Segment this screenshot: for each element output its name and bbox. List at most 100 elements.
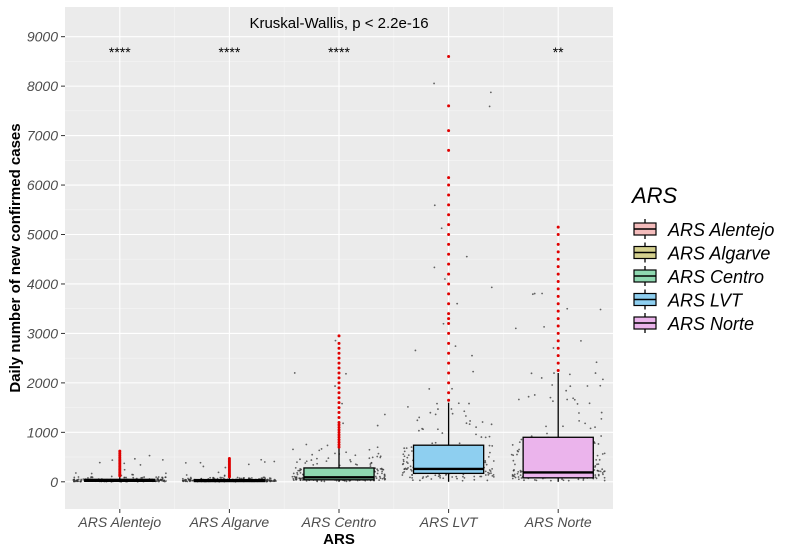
jitter-point: [513, 475, 516, 478]
jitter-point: [184, 461, 187, 464]
jitter-point: [221, 476, 223, 479]
outlier-point: [556, 302, 560, 306]
jitter-point: [292, 448, 294, 451]
x-axis-title: ARS: [323, 531, 355, 548]
jitter-point: [296, 471, 299, 474]
jitter-point: [342, 422, 344, 425]
jitter-point: [552, 347, 555, 349]
jitter-point: [224, 466, 227, 469]
jitter-point: [354, 454, 357, 457]
jitter-point: [517, 476, 520, 478]
jitter-point: [295, 478, 298, 481]
jitter-point: [411, 450, 413, 452]
jitter-point: [181, 479, 184, 482]
jitter-point: [297, 469, 300, 472]
jitter-point: [490, 472, 492, 475]
outlier-point: [337, 445, 341, 449]
jitter-point: [442, 477, 445, 480]
jitter-point: [74, 480, 77, 483]
jitter-point: [123, 468, 126, 471]
jitter-point: [316, 457, 318, 460]
jitter-point: [299, 471, 302, 474]
jitter-point: [74, 472, 77, 474]
jitter-point: [488, 444, 491, 447]
jitter-point: [473, 478, 476, 481]
jitter-point: [383, 473, 386, 476]
y-tick-label: 0: [50, 474, 58, 490]
jitter-point: [334, 452, 336, 455]
jitter-point: [123, 476, 126, 479]
jitter-point: [132, 476, 135, 479]
jitter-point: [472, 370, 475, 373]
outlier-point: [337, 416, 341, 420]
jitter-point: [491, 474, 494, 477]
jitter-point: [549, 396, 552, 399]
jitter-point: [484, 460, 487, 462]
jitter-point: [434, 441, 437, 444]
jitter-point: [514, 476, 517, 479]
jitter-point: [310, 459, 313, 461]
jitter-point: [595, 477, 598, 480]
outlier-point: [556, 361, 560, 365]
jitter-point: [125, 476, 128, 479]
jitter-point: [487, 471, 489, 474]
jitter-point: [456, 302, 459, 305]
jitter-point: [90, 476, 92, 479]
jitter-point: [516, 453, 518, 456]
jitter-point: [562, 479, 565, 482]
jitter-point: [594, 474, 597, 476]
jitter-point: [410, 468, 412, 471]
jitter-point: [517, 470, 520, 473]
jitter-point: [433, 204, 436, 207]
outlier-point: [337, 433, 341, 437]
jitter-point: [573, 398, 576, 401]
outlier-point: [337, 406, 341, 410]
jitter-point: [334, 339, 337, 342]
jitter-point: [568, 373, 571, 376]
jitter-point: [511, 473, 514, 476]
jitter-point: [456, 477, 458, 480]
jitter-point: [405, 447, 408, 449]
jitter-point: [410, 469, 413, 472]
jitter-point: [492, 460, 495, 462]
legend-label: ARS Centro: [667, 267, 764, 287]
jitter-point: [73, 478, 76, 481]
jitter-point: [430, 478, 433, 480]
y-tick-label: 7000: [27, 128, 58, 144]
jitter-point: [473, 475, 476, 478]
outlier-point: [447, 272, 451, 276]
box: [303, 467, 375, 481]
jitter-point: [383, 478, 386, 481]
jitter-point: [442, 322, 445, 325]
jitter-point: [551, 384, 554, 386]
outlier-point: [337, 443, 341, 447]
outlier-point: [556, 233, 560, 237]
jitter-point: [425, 476, 428, 478]
outlier-point: [556, 309, 560, 313]
significance-labels: **** **** **** **: [109, 44, 564, 60]
jitter-point: [263, 461, 266, 463]
jitter-point: [597, 474, 600, 477]
jitter-point: [484, 474, 487, 476]
jitter-point: [376, 446, 379, 449]
jitter-point: [407, 466, 409, 469]
jitter-point: [371, 456, 374, 459]
jitter-point: [236, 476, 239, 479]
jitter-point: [376, 472, 379, 475]
y-tick-label: 4000: [27, 276, 58, 292]
jitter-point: [148, 454, 151, 457]
jitter-point: [383, 413, 386, 416]
jitter-point: [488, 435, 491, 438]
jitter-point: [409, 465, 412, 468]
jitter-point: [402, 453, 405, 456]
outlier-point: [556, 242, 560, 246]
outlier-point: [447, 129, 451, 133]
jitter-point: [469, 420, 471, 422]
jitter-point: [512, 469, 515, 472]
jitter-point: [481, 421, 484, 423]
jitter-point: [451, 387, 453, 390]
jitter-point: [462, 475, 464, 478]
outlier-point: [337, 341, 341, 345]
jitter-point: [464, 415, 467, 417]
jitter-point: [377, 452, 380, 455]
